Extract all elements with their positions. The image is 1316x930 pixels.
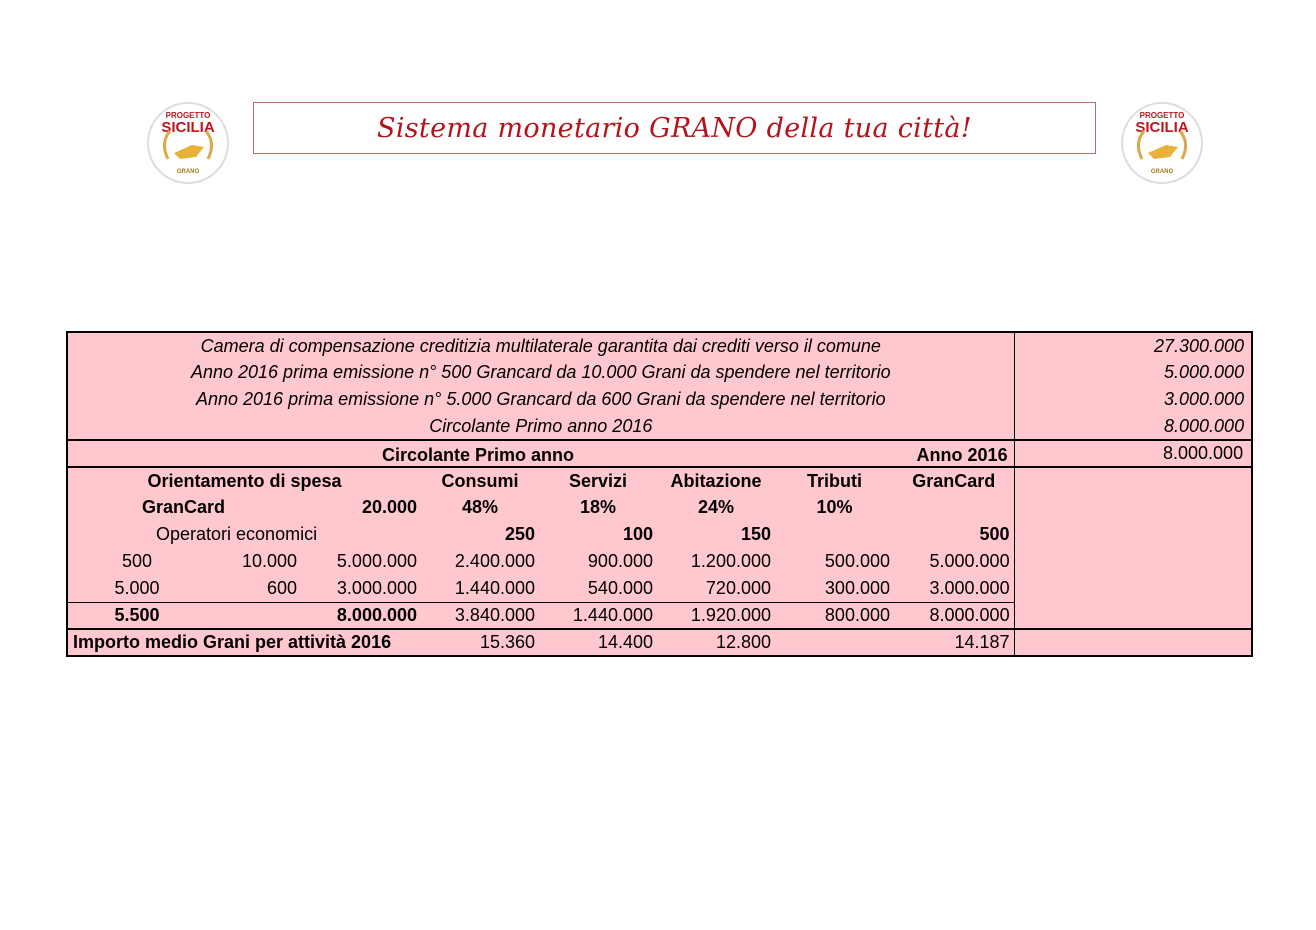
column-header: Abitazione (657, 466, 775, 494)
cell-value: 900.000 (587, 551, 653, 571)
total-row: 5.500 8.000.000 3.840.000 1.440.000 1.92… (67, 601, 1252, 629)
summary-value: 5.000.000 (1013, 359, 1253, 386)
cell-value: 1.440.000 (539, 601, 657, 629)
svg-text:SICILIA: SICILIA (1135, 119, 1189, 136)
total-cards: 5.500 (67, 601, 206, 629)
cell-value: 1.440.000 (454, 577, 535, 598)
data-row: 5.000 600 3.000.000 1.440.000 540.000 72… (67, 575, 1252, 602)
summary-value: 3.000.000 (1013, 386, 1253, 413)
grancard-label: GranCard (142, 497, 226, 517)
cards-count: 5.000 (114, 577, 160, 598)
cell-value: 14.400 (539, 628, 657, 656)
cell-value: 1.200.000 (690, 551, 771, 571)
cell-value: 2.400.000 (454, 551, 535, 571)
operatori-count: 250 (504, 524, 535, 544)
cell-value: 720.000 (705, 577, 771, 598)
grano-table: Camera di compensazione creditizia multi… (66, 331, 1254, 657)
svg-text:SICILIA: SICILIA (161, 119, 215, 136)
cell-value: 8.000.000 (894, 601, 1015, 629)
empty-side-cell (1013, 466, 1253, 629)
operatori-row: Operatori economici 250 100 150 500 (67, 521, 1252, 548)
empty-side-cell (1013, 628, 1253, 656)
summary-row: Circolante Primo anno 2016 8.000.000 (67, 413, 1253, 440)
percentage: 24% (697, 497, 735, 517)
cell-value (775, 628, 894, 656)
summary-label: Circolante Primo anno 2016 (429, 415, 653, 436)
operatori-count: 150 (740, 524, 771, 544)
row-total: 5.000.000 (336, 551, 417, 571)
cell-value: 3.000.000 (929, 577, 1010, 598)
summary-row: Anno 2016 prima emissione n° 5.000 Granc… (67, 386, 1253, 413)
grancard-row: GranCard 20.000 48% 18% 24% 10% (67, 494, 1252, 521)
cell-value: 300.000 (824, 577, 890, 598)
cell-value: 14.187 (894, 628, 1015, 656)
grani-per-card: 10.000 (241, 551, 297, 571)
column-header: Servizi (539, 466, 657, 494)
operatori-count: 500 (979, 524, 1010, 544)
average-row: Importo medio Grani per attività 2016 15… (67, 628, 1253, 656)
percentage: 48% (461, 497, 499, 517)
svg-text:GRANO: GRANO (1151, 169, 1174, 175)
column-header: Tributi (775, 466, 894, 494)
title-box: Sistema monetario GRANO della tua città! (253, 102, 1096, 154)
operatori-label: Operatori economici (156, 524, 318, 544)
cell-value: 1.920.000 (657, 601, 775, 629)
grani-per-card: 600 (266, 577, 297, 598)
circolante-row: Circolante Primo anno Anno 2016 8.000.00… (67, 439, 1253, 467)
row-total: 3.000.000 (336, 577, 417, 598)
column-header: Consumi (421, 466, 539, 494)
page-title: Sistema monetario GRANO della tua città! (377, 112, 972, 144)
cell-value: 800.000 (775, 601, 894, 629)
cell-value: 500.000 (824, 551, 890, 571)
summary-label: Anno 2016 prima emissione n° 5.000 Granc… (195, 389, 886, 409)
progetto-sicilia-logo-left: PROGETTO SICILIA GRANO (147, 102, 229, 184)
operatori-count: 100 (622, 524, 653, 544)
summary-row: Anno 2016 prima emissione n° 500 Grancar… (67, 359, 1253, 386)
operatori-count (775, 521, 894, 548)
progetto-sicilia-logo-right: PROGETTO SICILIA GRANO (1121, 102, 1203, 184)
grancard-total: 20.000 (361, 497, 417, 517)
cell-value: 540.000 (587, 577, 653, 598)
empty-cell (206, 601, 301, 629)
cell-value: 15.360 (421, 628, 539, 656)
data-row: 500 10.000 5.000.000 2.400.000 900.000 1… (67, 548, 1252, 575)
percentage: 18% (579, 497, 617, 517)
orientamento-header-row: Orientamento di spesa Consumi Servizi Ab… (67, 466, 1253, 629)
svg-text:PROGETTO: PROGETTO (1140, 111, 1185, 120)
summary-label: Anno 2016 prima emissione n° 500 Grancar… (190, 362, 891, 382)
circolante-label: Circolante Primo anno (382, 445, 575, 465)
summary-value: 8.000.000 (1013, 413, 1253, 440)
cell-value: 3.840.000 (421, 601, 539, 629)
summary-value: 27.300.000 (1013, 332, 1253, 359)
percentage (894, 494, 1014, 521)
svg-text:PROGETTO: PROGETTO (166, 111, 211, 120)
percentage: 10% (816, 497, 853, 517)
summary-label: Camera di compensazione creditizia multi… (200, 335, 881, 356)
cell-value: 5.000.000 (929, 551, 1010, 571)
circolante-year: Anno 2016 (916, 445, 1008, 465)
cards-count: 500 (121, 551, 153, 571)
column-header: GranCard (894, 466, 1015, 494)
cell-value: 12.800 (657, 628, 775, 656)
average-label: Importo medio Grani per attività 2016 (67, 628, 421, 656)
orientamento-label: Orientamento di spesa (67, 466, 421, 494)
grand-total: 8.000.000 (301, 601, 421, 629)
circolante-value: 8.000.000 (1013, 439, 1253, 467)
svg-text:GRANO: GRANO (177, 169, 200, 175)
summary-row: Camera di compensazione creditizia multi… (67, 332, 1253, 359)
